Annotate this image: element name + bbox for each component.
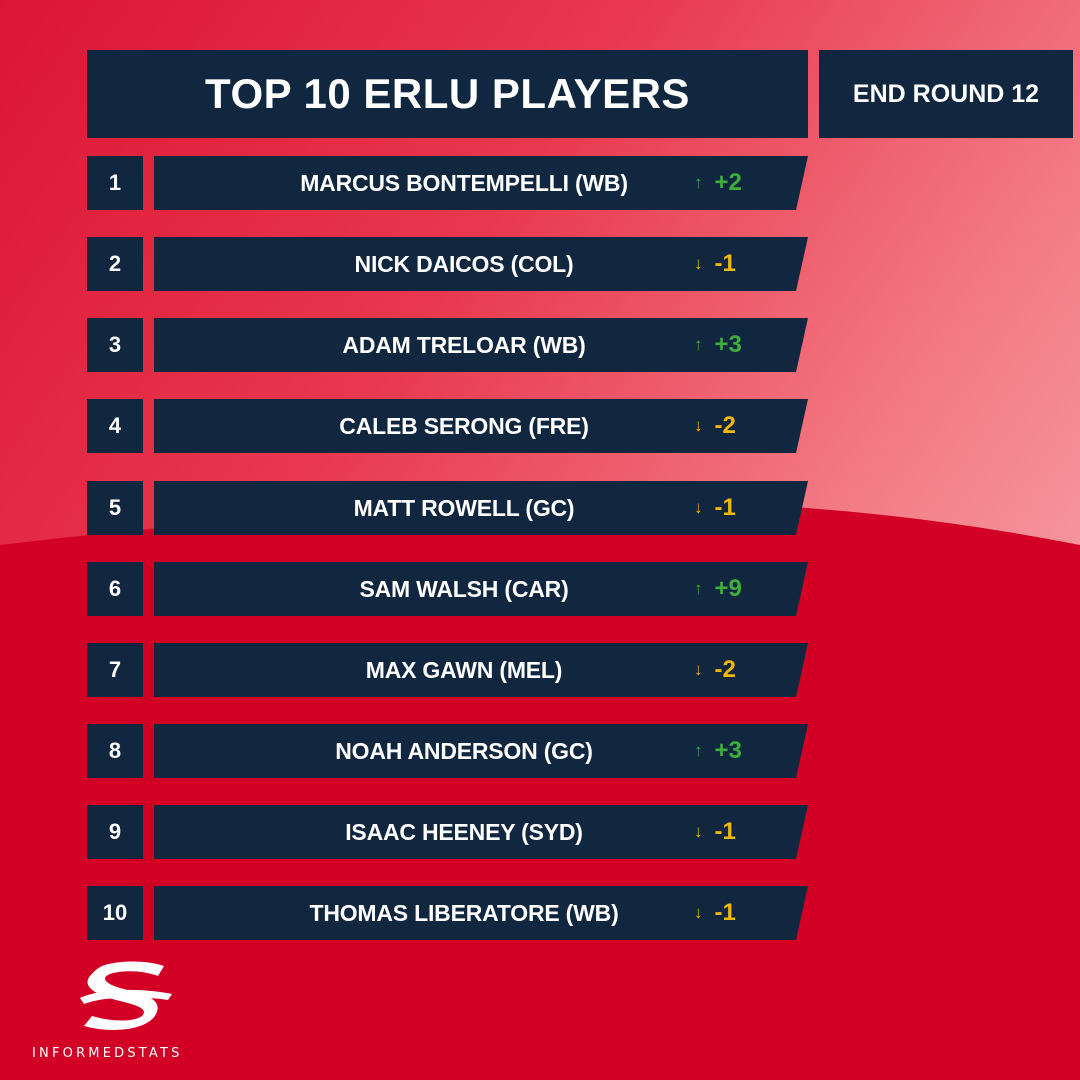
player-name: NOAH ANDERSON (GC) <box>335 737 593 764</box>
change-value: -1 <box>714 250 736 277</box>
arrow-down-icon: ↓ <box>694 822 703 841</box>
brand-name: INFORMEDSTATS <box>32 1046 183 1061</box>
player-bar <box>154 481 808 535</box>
rank-badge: 6 <box>87 562 143 616</box>
player-name: MATT ROWELL (GC) <box>353 494 575 521</box>
change-value: -1 <box>714 494 736 521</box>
player-row: 5 MATT ROWELL (GC) ↓ -1 <box>87 481 808 535</box>
page-title: TOP 10 ERLU PLAYERS <box>205 70 690 117</box>
rank-change: ↑ +3 <box>694 318 742 372</box>
change-value: +3 <box>714 331 742 358</box>
round-label: END ROUND 12 <box>852 79 1040 108</box>
arrow-up-icon: ↑ <box>694 173 703 192</box>
player-name: CALEB SERONG (FRE) <box>339 412 589 439</box>
change-value: -2 <box>714 412 736 439</box>
rank-badge: 5 <box>87 481 143 535</box>
rank-badge: 10 <box>87 886 143 940</box>
rank-change: ↓ -2 <box>694 399 736 453</box>
player-name: MAX GAWN (MEL) <box>365 656 563 683</box>
change-value: +9 <box>714 575 742 602</box>
player-row: 2 NICK DAICOS (COL) ↓ -1 <box>87 237 808 291</box>
player-bar <box>154 886 808 940</box>
arrow-up-icon: ↑ <box>694 335 703 354</box>
player-name: ISAAC HEENEY (SYD) <box>345 818 583 845</box>
rank-badge: 7 <box>87 643 143 697</box>
change-value: +2 <box>714 169 742 196</box>
rank-badge: 9 <box>87 805 143 859</box>
player-bar <box>154 399 808 453</box>
player-bar <box>154 156 808 210</box>
player-row: 8 NOAH ANDERSON (GC) ↑ +3 <box>87 724 808 778</box>
rank-badge: 1 <box>87 156 143 210</box>
rank-change: ↓ -2 <box>694 643 736 697</box>
arrow-down-icon: ↓ <box>694 254 703 273</box>
player-bar <box>154 318 808 372</box>
rank-badge: 8 <box>87 724 143 778</box>
rank-change: ↑ +9 <box>694 562 742 616</box>
arrow-down-icon: ↓ <box>694 416 703 435</box>
player-row: 3 ADAM TRELOAR (WB) ↑ +3 <box>87 318 808 372</box>
change-value: -1 <box>714 818 736 845</box>
player-row: 10 THOMAS LIBERATORE (WB) ↓ -1 <box>87 886 808 940</box>
arrow-up-icon: ↑ <box>694 741 703 760</box>
player-row: 1 MARCUS BONTEMPELLI (WB) ↑ +2 <box>87 156 808 210</box>
rank-change: ↑ +2 <box>694 156 742 210</box>
rank-badge: 3 <box>87 318 143 372</box>
title-banner: TOP 10 ERLU PLAYERS <box>87 50 808 138</box>
rank-change: ↓ -1 <box>694 237 736 291</box>
player-row: 9 ISAAC HEENEY (SYD) ↓ -1 <box>87 805 808 859</box>
player-bar <box>154 237 808 291</box>
player-row: 7 MAX GAWN (MEL) ↓ -2 <box>87 643 808 697</box>
player-name: NICK DAICOS (COL) <box>354 250 574 277</box>
rank-change: ↓ -1 <box>694 805 736 859</box>
player-row: 6 SAM WALSH (CAR) ↑ +9 <box>87 562 808 616</box>
change-value: -2 <box>714 656 736 683</box>
player-name: THOMAS LIBERATORE (WB) <box>309 899 619 926</box>
player-bar <box>154 724 808 778</box>
round-banner: END ROUND 12 <box>819 50 1073 138</box>
arrow-down-icon: ↓ <box>694 903 703 922</box>
change-value: +3 <box>714 737 742 764</box>
player-bar <box>154 643 808 697</box>
player-bar <box>154 562 808 616</box>
rank-change: ↑ +3 <box>694 724 742 778</box>
informedstats-logo-icon <box>80 961 172 1030</box>
rank-badge: 4 <box>87 399 143 453</box>
change-value: -1 <box>714 899 736 926</box>
player-name: SAM WALSH (CAR) <box>359 575 569 602</box>
player-bar <box>154 805 808 859</box>
rank-badge: 2 <box>87 237 143 291</box>
player-row: 4 CALEB SERONG (FRE) ↓ -2 <box>87 399 808 453</box>
arrow-down-icon: ↓ <box>694 660 703 679</box>
player-name: MARCUS BONTEMPELLI (WB) <box>300 169 628 196</box>
rank-change: ↓ -1 <box>694 886 736 940</box>
rank-change: ↓ -1 <box>694 481 736 535</box>
arrow-down-icon: ↓ <box>694 498 703 517</box>
arrow-up-icon: ↑ <box>694 579 703 598</box>
player-name: ADAM TRELOAR (WB) <box>342 331 586 358</box>
